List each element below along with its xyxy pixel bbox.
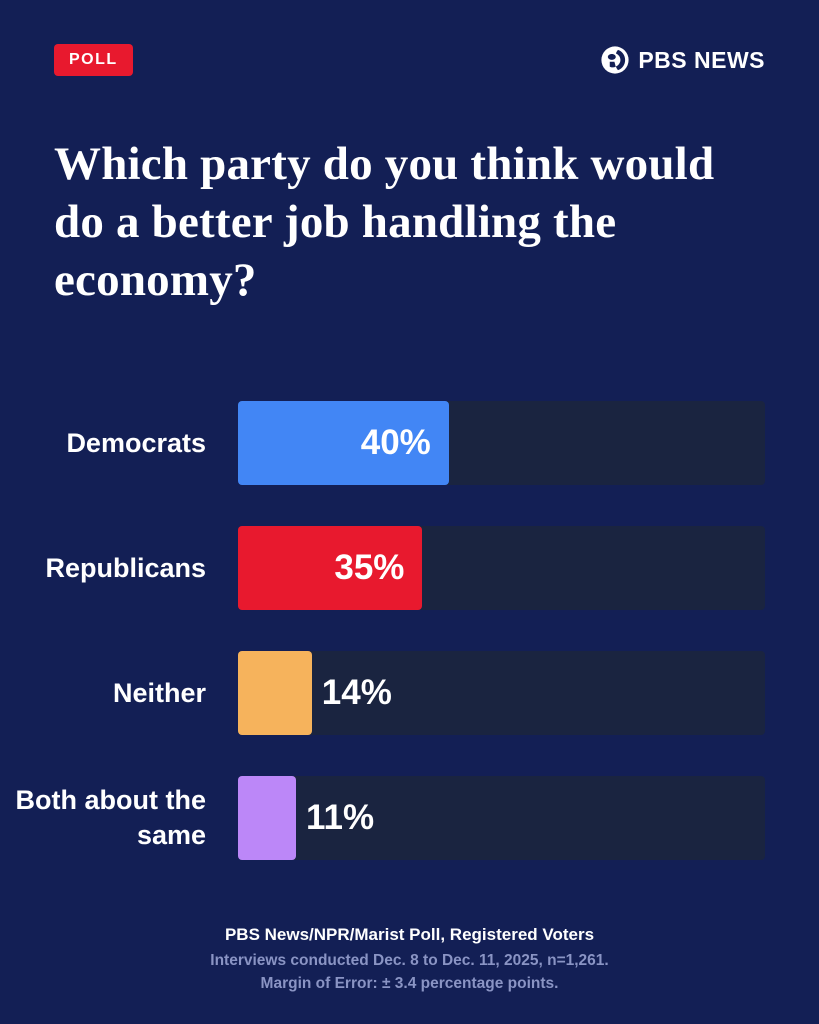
- bar-track: 35%: [238, 526, 765, 611]
- margin-of-error-line: Margin of Error: ± 3.4 percentage points…: [260, 975, 559, 992]
- bar-track: 14%: [238, 651, 765, 736]
- bar-fill: [238, 651, 312, 736]
- bar-fill: [238, 776, 296, 861]
- value-label: 35%: [334, 548, 405, 588]
- category-label: Both about the same: [15, 785, 206, 851]
- source-line: PBS News/NPR/Marist Poll, Registered Vot…: [224, 925, 595, 944]
- bar-row: Republicans 35%: [0, 526, 765, 611]
- brand-wordmark: PBS NEWS: [638, 46, 765, 73]
- category-label: Democrats: [66, 427, 206, 458]
- header: POLL PBS NEWS: [0, 0, 819, 76]
- page-title: Which party do you think would do a bett…: [54, 138, 715, 306]
- methodology-line: Interviews conducted Dec. 8 to Dec. 11, …: [210, 952, 609, 969]
- pbs-circle-logo-icon: [600, 45, 630, 75]
- bar-row: Both about the same 11%: [0, 776, 765, 861]
- bar-row: Democrats 40%: [0, 401, 765, 486]
- bar-row: Neither 14%: [0, 651, 765, 736]
- bar-chart: Democrats 40% Republicans 35% Neither 14…: [0, 401, 819, 861]
- bar-fill: [238, 526, 423, 611]
- poll-badge: POLL: [54, 44, 133, 76]
- footer: PBS News/NPR/Marist Poll, Registered Vot…: [0, 925, 819, 998]
- category-label: Neither: [112, 677, 206, 708]
- bar-fill: [238, 401, 449, 486]
- bar-track: 40%: [238, 401, 765, 486]
- category-label: Republicans: [45, 552, 206, 583]
- value-label: 40%: [360, 423, 431, 463]
- value-label: 11%: [305, 798, 375, 838]
- value-label: 14%: [321, 673, 392, 713]
- bar-track: 11%: [238, 776, 765, 861]
- pbs-news-brand: PBS NEWS: [600, 45, 765, 75]
